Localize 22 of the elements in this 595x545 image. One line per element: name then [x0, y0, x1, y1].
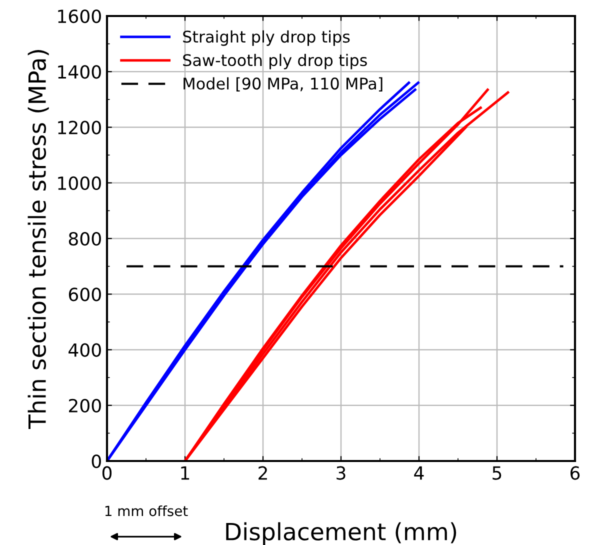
legend-label: Model [90 MPa, 110 MPa]	[184, 77, 382, 92]
y-tick-label: 1200	[58, 120, 101, 134]
x-tick-label: 3	[336, 466, 346, 480]
y-tick-label: 1000	[58, 176, 101, 190]
x-tick-label: 2	[258, 466, 267, 480]
y-axis-title: Thin section tensile stress (MPa)	[28, 50, 49, 430]
legend-label: Straight ply drop tips	[183, 30, 350, 46]
x-tick-label: 6	[570, 466, 580, 480]
y-tick-label: 200	[69, 398, 101, 412]
x-axis-title: Displacement (mm)	[226, 522, 456, 545]
x-tick-label: 5	[492, 466, 502, 480]
y-tick-label: 600	[68, 288, 101, 302]
x-tick-label: 4	[414, 466, 424, 480]
legend-label: Saw-tooth ply drop tips	[183, 54, 367, 70]
x-tick-label: 0	[102, 466, 112, 480]
y-tick-label: 1600	[58, 9, 101, 24]
y-tick-label: 1400	[58, 65, 101, 79]
y-tick-label: 0	[92, 454, 101, 468]
y-tick-label: 800	[68, 232, 101, 246]
text: 1 mm offset	[105, 505, 188, 516]
x-tick-label: 1	[181, 466, 190, 480]
y-tick-label: 400	[68, 343, 101, 357]
